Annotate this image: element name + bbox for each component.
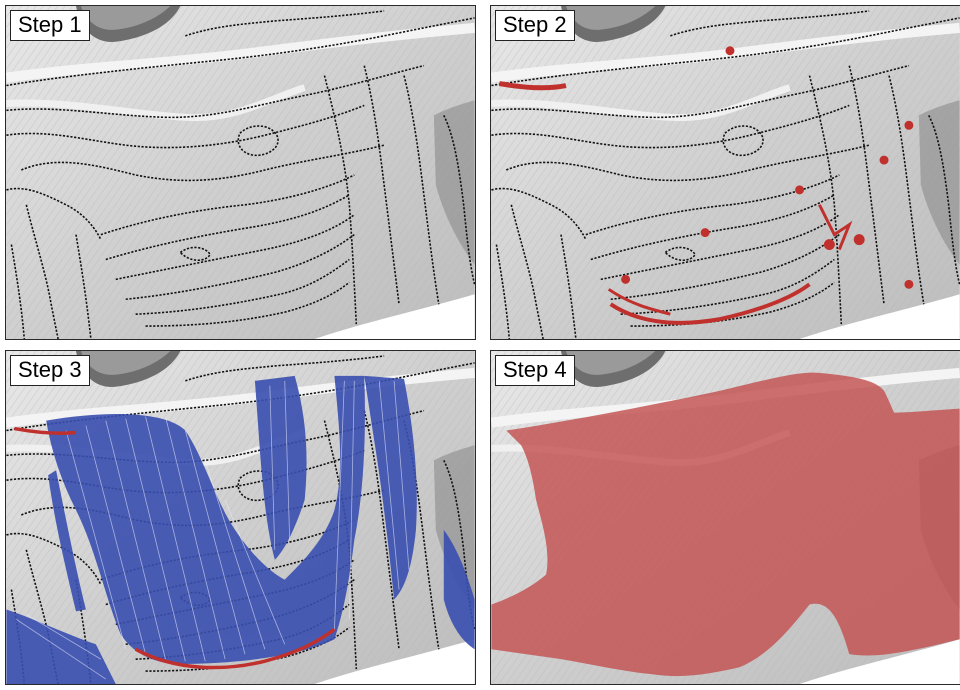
step-label: Step 3 <box>10 355 90 386</box>
hillshade-map-step-4 <box>491 351 960 684</box>
panel-step-3: Step 3 <box>5 350 476 685</box>
step-label: Step 2 <box>495 10 575 41</box>
panel-step-1: Step 1 <box>5 5 476 340</box>
hillshade-map-step-1 <box>6 6 475 339</box>
panel-step-4: Step 4 <box>490 350 960 685</box>
highlighted-segments <box>498 46 914 325</box>
step-label: Step 1 <box>10 10 90 41</box>
hillshade-map-step-2 <box>491 6 960 339</box>
step-label: Step 4 <box>495 355 575 386</box>
flow-paths <box>6 375 475 684</box>
highlighted-segments <box>14 426 336 670</box>
panel-step-2: Step 2 <box>490 5 960 340</box>
hillshade-map-step-3 <box>6 351 475 684</box>
landslide-polygon <box>491 372 960 677</box>
flow-lines <box>16 380 410 680</box>
